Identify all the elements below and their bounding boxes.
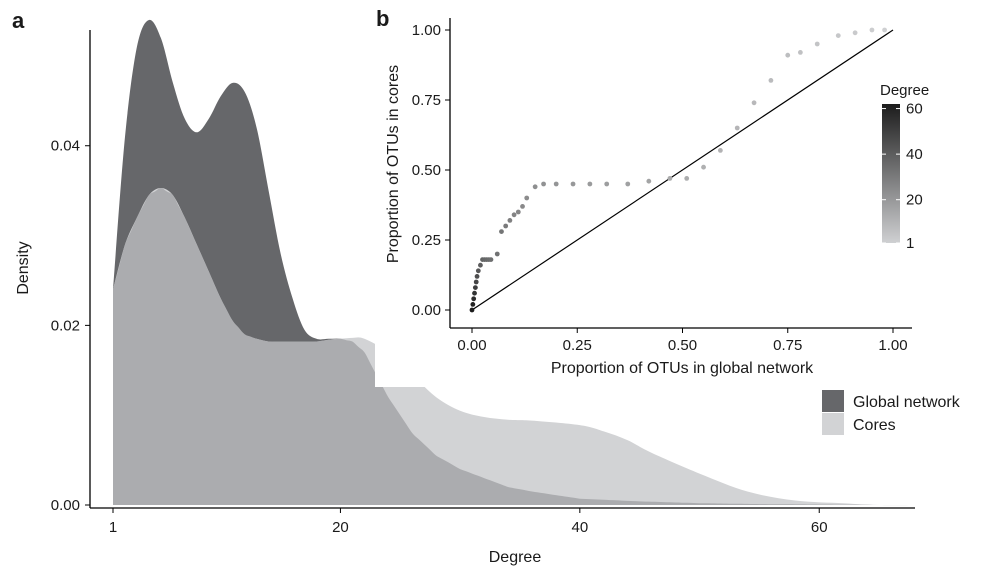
scatter-point xyxy=(471,296,476,301)
scatter-point xyxy=(533,184,538,189)
scatter-y-axis-label: Proportion of OTUs in cores xyxy=(385,65,402,263)
scatter-point xyxy=(752,100,757,105)
scatter-point xyxy=(495,252,500,257)
scatter-point xyxy=(541,182,546,187)
scatter-y-tick-label: 0.75 xyxy=(412,92,441,109)
scatter-point xyxy=(524,196,529,201)
scatter-point xyxy=(476,268,481,273)
density-x-tick-label: 40 xyxy=(571,519,588,536)
scatter-y-tick-label: 1.00 xyxy=(412,22,441,39)
legend-swatch-cores xyxy=(822,413,844,435)
scatter-point xyxy=(516,210,521,215)
scatter-point xyxy=(604,182,609,187)
scatter-point xyxy=(587,182,592,187)
colorbar-title: Degree xyxy=(880,82,929,99)
scatter-point xyxy=(470,308,475,313)
scatter-point xyxy=(489,257,494,262)
scatter-y-tick-label: 0.00 xyxy=(412,302,441,319)
legend-label-cores: Cores xyxy=(853,417,896,434)
scatter-point xyxy=(554,182,559,187)
scatter-point xyxy=(667,176,672,181)
panel-a-label: a xyxy=(12,8,25,33)
scatter-x-axis-label: Proportion of OTUs in global network xyxy=(551,360,814,377)
scatter-x-tick-label: 0.25 xyxy=(563,337,592,354)
scatter-point xyxy=(474,280,479,285)
scatter-point xyxy=(520,204,525,209)
scatter-point xyxy=(475,274,480,279)
scatter-point xyxy=(478,263,483,268)
scatter-point xyxy=(473,285,478,290)
density-x-axis-label: Degree xyxy=(489,549,542,566)
panel-b-label: b xyxy=(376,6,389,31)
scatter-x-tick-label: 0.00 xyxy=(457,337,486,354)
scatter-point xyxy=(735,126,740,131)
colorbar-gradient xyxy=(882,104,900,243)
scatter-point xyxy=(882,28,887,33)
scatter-point xyxy=(836,33,841,38)
scatter-point xyxy=(870,28,875,33)
colorbar-tick-label: 60 xyxy=(906,101,923,118)
scatter-x-tick-label: 1.00 xyxy=(878,337,907,354)
colorbar-tick-label: 1 xyxy=(906,235,914,252)
density-y-tick-label: 0.00 xyxy=(51,497,80,514)
scatter-point xyxy=(472,291,477,296)
scatter-point xyxy=(499,229,504,234)
scatter-point xyxy=(512,212,517,217)
legend-swatch-global xyxy=(822,390,844,412)
density-legend: Global network Cores xyxy=(822,390,961,435)
density-y-axis-label: Density xyxy=(15,241,32,294)
scatter-point xyxy=(625,182,630,187)
scatter-inset-panel: b 0.00 0.25 0.50 0.75 1.00 0.00 0.25 0.50 0.75 1.… xyxy=(375,5,940,387)
density-x-tick-label: 60 xyxy=(811,519,828,536)
scatter-y-tick-label: 0.25 xyxy=(412,232,441,249)
scatter-y-tick-label: 0.50 xyxy=(412,162,441,179)
scatter-point xyxy=(701,165,706,170)
scatter-point xyxy=(785,53,790,58)
scatter-point xyxy=(507,218,512,223)
colorbar-tick-label: 20 xyxy=(906,192,923,209)
scatter-point xyxy=(853,30,858,35)
scatter-point xyxy=(646,179,651,184)
scatter-point xyxy=(815,42,820,47)
scatter-point xyxy=(769,78,774,83)
density-y-tick-label: 0.04 xyxy=(51,138,80,155)
colorbar-tick-label: 40 xyxy=(906,146,923,163)
scatter-x-tick-label: 0.75 xyxy=(773,337,802,354)
scatter-point xyxy=(684,176,689,181)
scatter-point xyxy=(470,302,475,307)
scatter-point xyxy=(571,182,576,187)
scatter-point xyxy=(718,148,723,153)
inset-background xyxy=(375,5,940,387)
scatter-point xyxy=(798,50,803,55)
density-y-tick-label: 0.02 xyxy=(51,317,80,334)
scatter-point xyxy=(503,224,508,229)
density-x-tick-label: 1 xyxy=(109,519,117,536)
legend-label-global: Global network xyxy=(853,394,961,411)
scatter-x-tick-label: 0.50 xyxy=(668,337,697,354)
density-x-tick-label: 20 xyxy=(332,519,349,536)
